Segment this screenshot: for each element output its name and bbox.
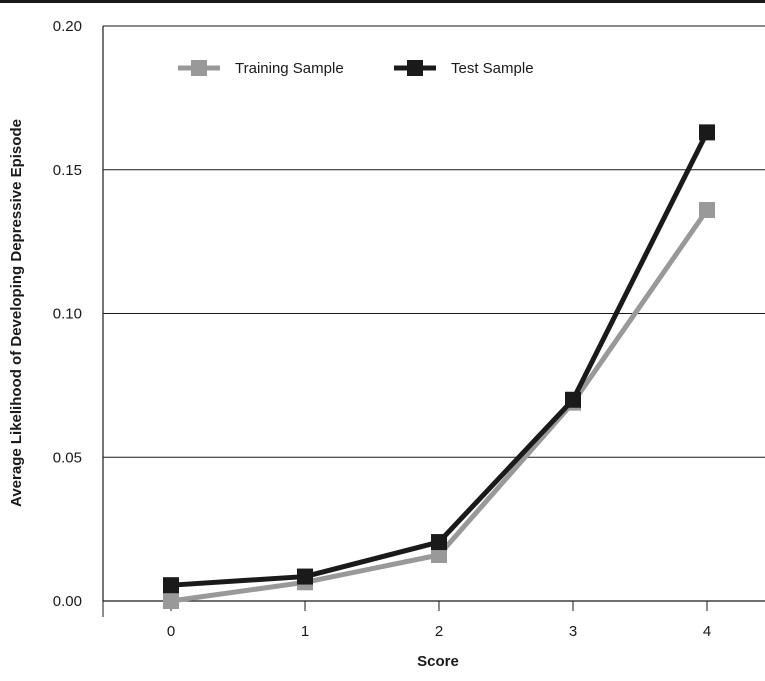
legend-marker-1 bbox=[407, 60, 423, 76]
x-tick-label: 0 bbox=[167, 623, 175, 640]
legend: Training Sample Test Sample bbox=[178, 60, 534, 77]
y-tick-label: 0.05 bbox=[53, 449, 82, 466]
series-layer bbox=[163, 124, 715, 609]
data-point-marker bbox=[699, 124, 715, 141]
y-axis-title: Average Likelihood of Developing Depress… bbox=[8, 119, 25, 507]
y-tick-labels: 0.00 0.05 0.10 0.15 0.20 bbox=[53, 18, 82, 610]
data-point-marker bbox=[431, 534, 447, 551]
legend-label-0: Training Sample bbox=[235, 60, 344, 77]
series-line-1 bbox=[170, 131, 710, 588]
x-tick-label: 3 bbox=[569, 623, 577, 640]
x-tick-labels: 0 1 2 3 4 bbox=[167, 623, 711, 640]
y-tick-label: 0.15 bbox=[53, 162, 82, 179]
data-point-marker bbox=[163, 593, 179, 609]
data-point-marker bbox=[699, 202, 715, 218]
y-tick-label: 0.10 bbox=[53, 306, 82, 323]
legend-label-1: Test Sample bbox=[451, 60, 534, 77]
legend-marker-0 bbox=[191, 60, 207, 76]
y-tick-label: 0.20 bbox=[53, 18, 82, 35]
data-point-marker bbox=[163, 577, 179, 594]
y-tick-label: 0.00 bbox=[53, 593, 82, 610]
data-point-marker bbox=[565, 391, 581, 408]
data-point-marker bbox=[431, 547, 447, 563]
x-tick-label: 2 bbox=[435, 623, 443, 640]
x-tick-label: 4 bbox=[703, 623, 711, 640]
data-point-marker bbox=[297, 568, 313, 585]
x-axis-title: Score bbox=[417, 653, 459, 670]
x-tick-label: 1 bbox=[301, 623, 309, 640]
gridlines bbox=[103, 25, 765, 458]
axes bbox=[102, 26, 765, 617]
